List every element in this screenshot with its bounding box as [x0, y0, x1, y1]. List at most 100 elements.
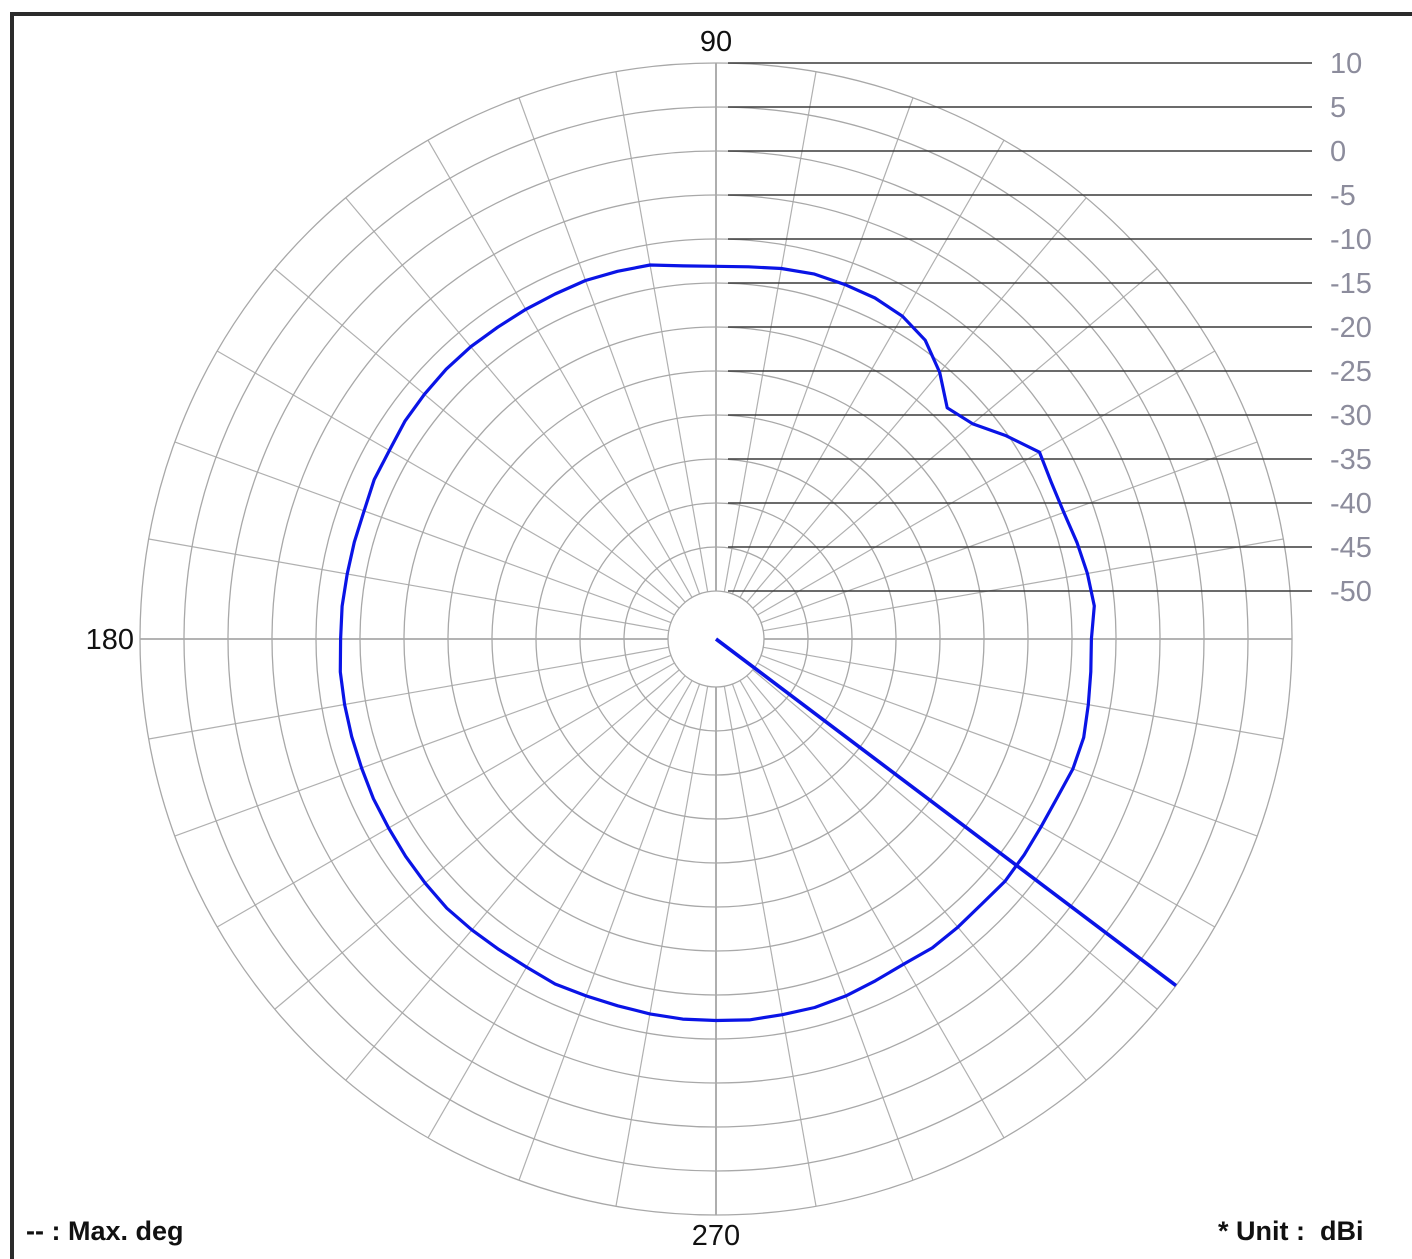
tick-label: -35 [1330, 444, 1372, 476]
radial-scale-lines [728, 62, 1312, 592]
data-point [813, 273, 815, 275]
data-point [931, 947, 934, 949]
ring--15 [359, 282, 1073, 996]
tick-label: -20 [1330, 312, 1372, 344]
data-point [924, 339, 926, 342]
data-point [339, 671, 342, 673]
data-point [470, 345, 472, 348]
data-point [388, 449, 391, 452]
ring--10 [315, 238, 1117, 1040]
tick-label: -15 [1330, 268, 1372, 300]
data-point [350, 735, 353, 738]
data-point [584, 279, 587, 282]
chart-frame [10, 12, 1412, 1259]
data-point [1056, 797, 1058, 799]
data-point [1023, 854, 1025, 856]
ring--20 [403, 326, 1029, 952]
data-point [339, 638, 342, 640]
angle-labels: 90 180 270 [86, 26, 741, 1252]
ring--40 [579, 502, 853, 776]
data-point [748, 1019, 751, 1021]
data-point [353, 541, 356, 543]
pattern-series [338, 263, 1096, 1023]
data-point [343, 703, 346, 706]
max-direction-line [714, 637, 1178, 988]
tick-label: -25 [1330, 356, 1372, 388]
data-point [446, 907, 448, 909]
ring-10 [139, 62, 1293, 1216]
data-point [1004, 880, 1006, 883]
data-point [980, 903, 983, 906]
data-point [1076, 541, 1078, 544]
data-point [1072, 768, 1074, 770]
ring--30 [491, 414, 941, 864]
tick-label: -10 [1330, 224, 1372, 256]
data-point [1082, 736, 1085, 739]
data-point [1050, 481, 1053, 484]
data-point [404, 420, 406, 423]
data-point [363, 510, 365, 512]
data-point [616, 270, 619, 273]
data-point [497, 948, 500, 951]
data-point [554, 293, 556, 295]
ring--35 [535, 458, 897, 820]
ring-0 [227, 150, 1205, 1128]
data-point [971, 422, 974, 425]
data-point [1038, 451, 1041, 454]
data-point [874, 980, 877, 982]
data-point [372, 797, 375, 800]
angle-label-90: 90 [700, 26, 732, 58]
data-point [902, 963, 905, 965]
ring--45 [623, 546, 809, 732]
data-point [1005, 435, 1007, 437]
ring-5 [183, 106, 1249, 1172]
tick-label: 0 [1330, 136, 1346, 168]
data-point [585, 995, 587, 997]
data-point [373, 478, 376, 481]
tick-label: -30 [1330, 400, 1372, 432]
data-point [938, 371, 941, 374]
ring--25 [447, 370, 985, 908]
angle-label-180: 180 [86, 624, 134, 656]
data-point [525, 966, 528, 968]
data-point [957, 926, 959, 928]
data-point [404, 855, 407, 858]
radial-tick-labels: 10 5 0 -5 -10 -15 -20 -25 -30 -35 -40 -45 -50 [1330, 48, 1372, 608]
radial-gridlines [139, 62, 1293, 1216]
tick-label: -40 [1330, 488, 1372, 520]
data-point [813, 1006, 816, 1009]
data-point [423, 393, 426, 396]
ring--5 [271, 194, 1161, 1084]
data-point [496, 326, 499, 329]
data-point [360, 767, 363, 769]
data-point [715, 265, 717, 268]
data-point [424, 882, 426, 884]
data-point [946, 407, 948, 409]
data-point [874, 297, 876, 299]
data-point [682, 265, 685, 267]
data-point [1090, 638, 1093, 640]
angle-label-270: 270 [692, 1220, 740, 1252]
data-point [845, 995, 847, 997]
data-point [1090, 671, 1092, 673]
ring--50 [667, 590, 765, 688]
data-point [341, 605, 343, 608]
data-point [387, 827, 390, 829]
data-point [1093, 605, 1096, 607]
data-point [524, 308, 527, 311]
data-point [1040, 825, 1042, 828]
data-point [1087, 703, 1090, 706]
data-point [554, 983, 556, 985]
tick-label: -45 [1330, 532, 1372, 564]
tick-label: -50 [1330, 576, 1372, 608]
data-point [780, 267, 783, 270]
data-point [747, 266, 750, 268]
tick-label: 10 [1330, 48, 1362, 80]
data-point [445, 368, 448, 371]
data-point [781, 1013, 784, 1016]
data-point [649, 1013, 651, 1015]
data-point [1086, 572, 1089, 575]
tick-label: 5 [1330, 92, 1346, 124]
data-point [616, 1005, 619, 1007]
